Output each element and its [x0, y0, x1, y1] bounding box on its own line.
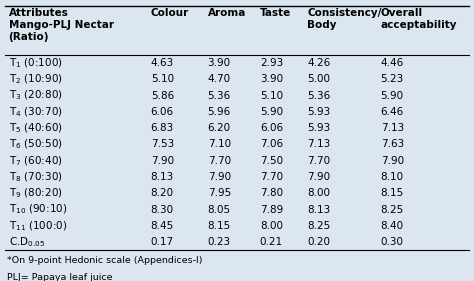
- Text: 7.70: 7.70: [260, 172, 283, 182]
- Text: Attributes
Mango-PLJ Nectar
(Ratio): Attributes Mango-PLJ Nectar (Ratio): [9, 8, 114, 42]
- Text: 8.00: 8.00: [260, 221, 283, 231]
- Text: C.D$_{0.05}$: C.D$_{0.05}$: [9, 235, 45, 249]
- Text: 7.06: 7.06: [260, 139, 283, 149]
- Text: 7.13: 7.13: [381, 123, 404, 133]
- Text: T$_7$ (60:40): T$_7$ (60:40): [9, 154, 62, 167]
- Text: 8.25: 8.25: [307, 221, 330, 231]
- Text: T$_4$ (30:70): T$_4$ (30:70): [9, 105, 62, 119]
- Text: 8.13: 8.13: [307, 205, 330, 215]
- Text: 2.93: 2.93: [260, 58, 283, 68]
- Text: 5.96: 5.96: [208, 107, 231, 117]
- Text: 8.15: 8.15: [208, 221, 231, 231]
- Text: Colour: Colour: [151, 8, 189, 19]
- Text: T$_{10}$ (90:10): T$_{10}$ (90:10): [9, 203, 67, 216]
- Text: T$_2$ (10:90): T$_2$ (10:90): [9, 72, 62, 86]
- Text: 7.50: 7.50: [260, 156, 283, 166]
- Text: Taste: Taste: [260, 8, 291, 19]
- Text: 7.13: 7.13: [307, 139, 330, 149]
- Text: 7.90: 7.90: [381, 156, 404, 166]
- Text: T$_5$ (40:60): T$_5$ (40:60): [9, 121, 62, 135]
- Text: 7.90: 7.90: [307, 172, 330, 182]
- Text: T$_9$ (80:20): T$_9$ (80:20): [9, 187, 62, 200]
- Text: 4.46: 4.46: [381, 58, 404, 68]
- Text: 8.05: 8.05: [208, 205, 231, 215]
- Text: 7.95: 7.95: [208, 188, 231, 198]
- Text: 6.06: 6.06: [260, 123, 283, 133]
- Text: 8.10: 8.10: [381, 172, 404, 182]
- Text: 5.90: 5.90: [260, 107, 283, 117]
- Text: 5.10: 5.10: [151, 74, 174, 84]
- Text: 8.20: 8.20: [151, 188, 174, 198]
- Text: Aroma: Aroma: [208, 8, 246, 19]
- Text: *On 9-point Hedonic scale (Appendices-I): *On 9-point Hedonic scale (Appendices-I): [7, 256, 202, 265]
- Text: 6.46: 6.46: [381, 107, 404, 117]
- Text: 7.70: 7.70: [208, 156, 231, 166]
- Text: T$_8$ (70:30): T$_8$ (70:30): [9, 170, 62, 184]
- Text: 0.20: 0.20: [307, 237, 330, 247]
- Text: 4.70: 4.70: [208, 74, 231, 84]
- Text: 3.90: 3.90: [208, 58, 231, 68]
- Text: 8.30: 8.30: [151, 205, 174, 215]
- Text: Overall
acceptability: Overall acceptability: [381, 8, 457, 30]
- Text: T$_1$ (0:100): T$_1$ (0:100): [9, 56, 62, 70]
- Text: 7.90: 7.90: [208, 172, 231, 182]
- Text: 5.36: 5.36: [208, 90, 231, 101]
- Text: 8.40: 8.40: [381, 221, 404, 231]
- Text: 6.83: 6.83: [151, 123, 174, 133]
- Text: 0.30: 0.30: [381, 237, 404, 247]
- Text: 7.70: 7.70: [307, 156, 330, 166]
- Text: 8.15: 8.15: [381, 188, 404, 198]
- Text: PLJ= Papaya leaf juice: PLJ= Papaya leaf juice: [7, 273, 113, 281]
- Text: 0.23: 0.23: [208, 237, 231, 247]
- Text: T$_{11}$ (100:0): T$_{11}$ (100:0): [9, 219, 67, 233]
- Text: 5.00: 5.00: [307, 74, 330, 84]
- Text: 8.45: 8.45: [151, 221, 174, 231]
- Text: 5.93: 5.93: [307, 123, 330, 133]
- Text: 0.17: 0.17: [151, 237, 174, 247]
- Text: T$_6$ (50:50): T$_6$ (50:50): [9, 138, 62, 151]
- Text: 4.63: 4.63: [151, 58, 174, 68]
- Text: 0.21: 0.21: [260, 237, 283, 247]
- Text: 8.25: 8.25: [381, 205, 404, 215]
- Text: Consistency/
Body: Consistency/ Body: [307, 8, 382, 30]
- Text: 8.13: 8.13: [151, 172, 174, 182]
- Text: 5.10: 5.10: [260, 90, 283, 101]
- Text: 5.36: 5.36: [307, 90, 330, 101]
- Text: 8.00: 8.00: [307, 188, 330, 198]
- Text: 5.90: 5.90: [381, 90, 404, 101]
- Text: 5.93: 5.93: [307, 107, 330, 117]
- Text: 7.53: 7.53: [151, 139, 174, 149]
- Text: 7.90: 7.90: [151, 156, 174, 166]
- Text: 7.80: 7.80: [260, 188, 283, 198]
- Text: 5.23: 5.23: [381, 74, 404, 84]
- Text: T$_3$ (20:80): T$_3$ (20:80): [9, 89, 62, 102]
- Text: 6.20: 6.20: [208, 123, 231, 133]
- Text: 7.89: 7.89: [260, 205, 283, 215]
- Text: 7.63: 7.63: [381, 139, 404, 149]
- Text: 4.26: 4.26: [307, 58, 330, 68]
- Text: 3.90: 3.90: [260, 74, 283, 84]
- Text: 5.86: 5.86: [151, 90, 174, 101]
- Text: 6.06: 6.06: [151, 107, 174, 117]
- Text: 7.10: 7.10: [208, 139, 231, 149]
